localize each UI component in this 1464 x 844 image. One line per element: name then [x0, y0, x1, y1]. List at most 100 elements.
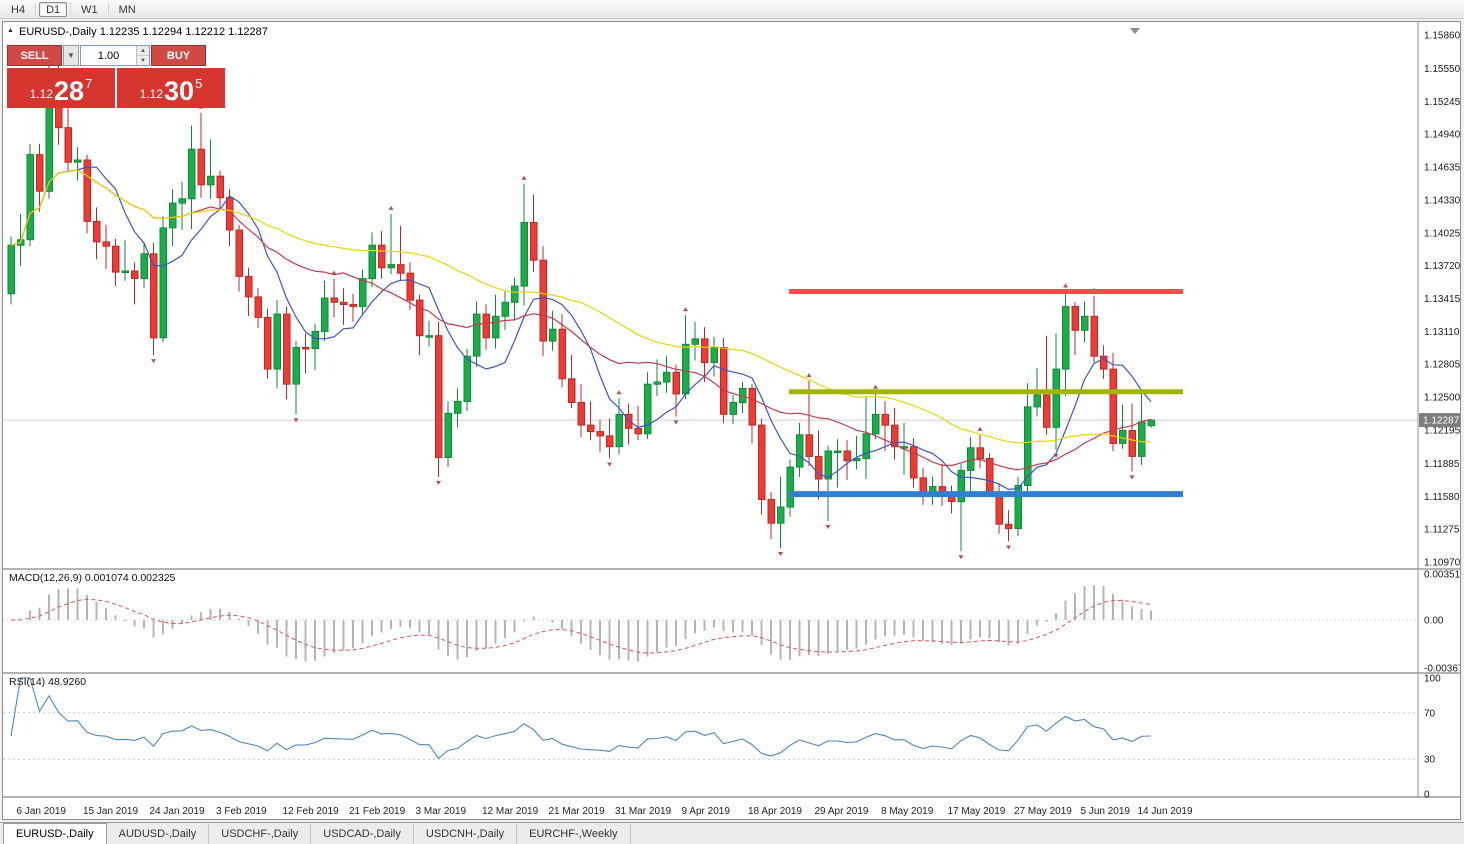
tab-usdchf-daily[interactable]: USDCHF-,Daily — [209, 824, 312, 844]
sell-price-small: 1.12 — [29, 87, 54, 101]
timeframe-h4-button[interactable]: H4 — [4, 2, 32, 17]
macd-current-values: 0.001074 0.002325 — [84, 572, 176, 584]
svg-text:12 Mar 2019: 12 Mar 2019 — [482, 806, 539, 817]
sell-button[interactable]: SELL — [7, 45, 62, 66]
svg-text:3 Feb 2019: 3 Feb 2019 — [216, 806, 267, 817]
collapse-panel-icon[interactable]: ▲ — [7, 27, 14, 34]
svg-text:-0.00367: -0.00367 — [1424, 664, 1460, 675]
svg-text:1.15550: 1.15550 — [1424, 64, 1460, 75]
tab-usdcnh-daily[interactable]: USDCNH-,Daily — [414, 824, 518, 844]
tab-eurusd-daily[interactable]: EURUSD-,Daily — [3, 823, 107, 844]
sell-price-box[interactable]: 1.12 28 7 — [7, 68, 115, 108]
svg-text:1.13110: 1.13110 — [1424, 327, 1460, 338]
svg-text:21 Mar 2019: 21 Mar 2019 — [549, 806, 606, 817]
tab-usdcad-daily[interactable]: USDCAD-,Daily — [311, 824, 414, 844]
sell-price-big: 28 — [54, 76, 85, 106]
svg-text:1.12805: 1.12805 — [1424, 360, 1460, 371]
volume-input[interactable] — [81, 46, 136, 65]
tab-audusd-daily[interactable]: AUDUSD-,Daily — [107, 824, 210, 844]
svg-text:1.15860: 1.15860 — [1424, 31, 1460, 42]
timeframe-w1-button[interactable]: W1 — [74, 2, 105, 17]
svg-text:1.11580: 1.11580 — [1424, 492, 1460, 503]
buy-price-big: 30 — [164, 76, 195, 106]
svg-text:3 Mar 2019: 3 Mar 2019 — [416, 806, 467, 817]
toolbar-separator — [107, 3, 109, 15]
chart-symbol-label: EURUSD-,Daily — [19, 26, 97, 38]
chart-window: 1.15860 1.15550 1.15245 1.14940 1.14635 1.143… — [2, 21, 1461, 820]
moving-average-lines — [10, 166, 1152, 491]
svg-text:12 Feb 2019: 12 Feb 2019 — [283, 806, 340, 817]
svg-text:6 Jan 2019: 6 Jan 2019 — [17, 806, 67, 817]
timeframe-toolbar: H4 D1 W1 MN — [0, 0, 1464, 19]
svg-text:1.12287: 1.12287 — [1423, 416, 1460, 427]
volume-spinner: ▲ ▼ — [136, 46, 149, 65]
chart-shift-icon — [1130, 28, 1140, 34]
sell-price-sup: 7 — [85, 76, 93, 91]
svg-text:18 Apr 2019: 18 Apr 2019 — [748, 806, 802, 817]
svg-text:1.14940: 1.14940 — [1424, 130, 1460, 141]
macd-name: MACD(12,26,9) — [9, 572, 82, 584]
svg-text:1.13720: 1.13720 — [1424, 261, 1460, 272]
svg-text:27 May 2019: 27 May 2019 — [1014, 806, 1072, 817]
svg-text:1.11885: 1.11885 — [1424, 459, 1460, 470]
toolbar-separator — [70, 3, 72, 15]
ma-20-line — [10, 169, 1152, 471]
buy-price-small: 1.12 — [139, 87, 164, 101]
grid-layer — [3, 28, 1460, 798]
spinner-up-icon[interactable]: ▲ — [137, 46, 149, 56]
chart-ohlc-title: EURUSD-,Daily 1.12235 1.12294 1.12212 1.… — [19, 26, 268, 38]
svg-text:30: 30 — [1424, 755, 1436, 766]
svg-text:14 Jun 2019: 14 Jun 2019 — [1138, 806, 1193, 817]
svg-text:21 Feb 2019: 21 Feb 2019 — [349, 806, 406, 817]
rsi-name: RSI(14) — [9, 676, 46, 688]
current-price-badge — [1419, 413, 1460, 428]
timeframe-d1-button[interactable]: D1 — [39, 1, 68, 17]
symbol-tabbar: EURUSD-,Daily AUDUSD-,Daily USDCHF-,Dail… — [0, 822, 1464, 844]
svg-text:31 Mar 2019: 31 Mar 2019 — [615, 806, 672, 817]
volume-dropdown[interactable]: ▼ — [63, 45, 79, 66]
svg-text:1.15245: 1.15245 — [1424, 97, 1460, 108]
indicator-panels — [3, 585, 1418, 760]
macd-label: MACD(12,26,9) 0.001074 0.002325 — [9, 572, 175, 584]
svg-text:1.12195: 1.12195 — [1424, 426, 1460, 437]
tab-eurchf-weekly[interactable]: EURCHF-,Weekly — [517, 824, 631, 844]
svg-text:5 Jun 2019: 5 Jun 2019 — [1081, 806, 1131, 817]
ma-45-line — [10, 169, 1152, 444]
volume-input-wrap: ▲ ▼ — [80, 45, 150, 66]
svg-text:0: 0 — [1424, 790, 1430, 801]
svg-text:24 Jan 2019: 24 Jan 2019 — [150, 806, 205, 817]
svg-text:0.003518: 0.003518 — [1424, 570, 1460, 581]
rsi-current-value: 48.9260 — [48, 676, 87, 688]
rsi-label: RSI(14) 48.9260 — [9, 676, 86, 688]
chart-canvas[interactable]: 1.15860 1.15550 1.15245 1.14940 1.14635 1.143… — [3, 22, 1460, 819]
svg-text:1.14025: 1.14025 — [1424, 228, 1460, 239]
svg-text:1.10970: 1.10970 — [1424, 558, 1460, 569]
macd-signal-line — [10, 598, 1152, 654]
svg-text:100: 100 — [1424, 674, 1441, 685]
candles-layer — [7, 52, 1155, 552]
svg-text:17 May 2019: 17 May 2019 — [948, 806, 1006, 817]
rsi-line — [10, 677, 1152, 760]
timeframe-mn-button[interactable]: MN — [112, 2, 143, 17]
fractal-arrows — [46, 44, 1135, 560]
svg-text:1.14635: 1.14635 — [1424, 163, 1460, 174]
one-click-trading-panel: SELL ▼ ▲ ▼ BUY 1.12 28 7 1.12 30 5 — [7, 45, 229, 108]
svg-text:1.12500: 1.12500 — [1424, 393, 1460, 404]
buy-button[interactable]: BUY — [151, 45, 206, 66]
svg-text:0.00: 0.00 — [1424, 616, 1444, 627]
horizontal-line-objects[interactable] — [789, 289, 1183, 498]
spinner-down-icon[interactable]: ▼ — [137, 56, 149, 65]
svg-text:29 Apr 2019: 29 Apr 2019 — [815, 806, 869, 817]
svg-text:1.13415: 1.13415 — [1424, 294, 1460, 305]
svg-text:1.14330: 1.14330 — [1424, 195, 1460, 206]
dropdown-arrow-icon: ▼ — [67, 51, 75, 60]
svg-text:8 May 2019: 8 May 2019 — [881, 806, 934, 817]
price-axis[interactable]: 1.15860 1.15550 1.15245 1.14940 1.14635 1.143… — [1417, 22, 1460, 801]
chart-ohlc-values: 1.12235 1.12294 1.12212 1.12287 — [99, 26, 268, 38]
toolbar-separator — [35, 3, 37, 15]
ma-8-line — [10, 166, 1152, 491]
svg-text:70: 70 — [1424, 708, 1436, 719]
date-axis[interactable]: 6 Jan 2019 15 Jan 2019 24 Jan 2019 3 Feb 20… — [17, 806, 1193, 817]
buy-price-box[interactable]: 1.12 30 5 — [117, 68, 225, 108]
svg-text:1.11275: 1.11275 — [1424, 525, 1460, 536]
